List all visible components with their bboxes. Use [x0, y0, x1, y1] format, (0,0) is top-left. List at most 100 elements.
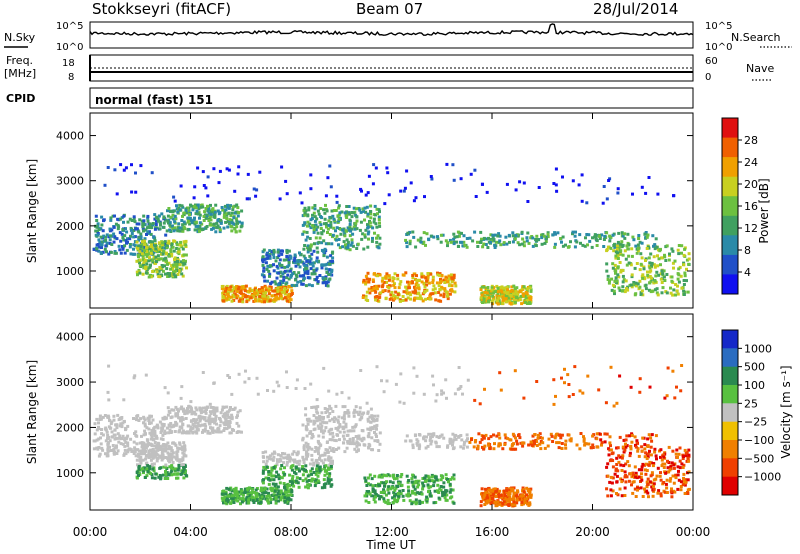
echo-cell — [669, 291, 673, 295]
echo-cell — [308, 431, 312, 435]
echo-cell — [203, 423, 207, 426]
echo-cell — [152, 462, 156, 466]
echo-cell — [383, 484, 386, 488]
echo-cell — [306, 419, 310, 423]
echo-cell — [614, 256, 618, 260]
echo-cell — [358, 410, 362, 414]
echo-cell — [107, 252, 111, 256]
echo-cell — [613, 263, 617, 267]
echo-cell — [122, 238, 126, 242]
echo-cell — [334, 404, 338, 408]
echo-cell — [488, 497, 492, 500]
echo-cell — [400, 483, 404, 487]
echo-cell — [320, 241, 324, 245]
echo-cell — [306, 246, 309, 250]
colorbar-tick-label: 20 — [744, 178, 758, 191]
echo-cell — [318, 236, 322, 240]
echo-cell — [304, 485, 308, 489]
echo-cell — [277, 495, 281, 499]
echo-cell — [444, 239, 448, 243]
echo-cell — [360, 439, 364, 443]
echo-cell — [245, 197, 249, 201]
echo-cell — [396, 296, 400, 300]
echo-cell — [395, 476, 399, 480]
echo-cell — [587, 442, 591, 446]
echo-cell — [680, 286, 684, 290]
cpid-strip-frame — [89, 87, 694, 109]
echo-cell — [154, 472, 158, 476]
echo-cell — [371, 487, 375, 491]
date-label: 28/Jul/2014 — [593, 0, 678, 18]
echo-cell — [228, 420, 232, 423]
echo-cell — [237, 211, 241, 214]
echo-cell — [95, 446, 99, 450]
echo-cell — [381, 481, 385, 485]
echo-cell — [150, 171, 154, 175]
echo-cell — [154, 223, 158, 226]
echo-cell — [148, 226, 152, 230]
echo-cell — [329, 466, 333, 470]
echo-cell — [169, 248, 173, 252]
echo-cell — [643, 443, 647, 447]
echo-cell — [161, 449, 164, 453]
echo-cell — [269, 501, 273, 505]
echo-cell — [170, 464, 174, 468]
echo-cell — [343, 211, 347, 215]
nsky-trace — [89, 23, 694, 36]
echo-cell — [620, 231, 624, 235]
echo-cell — [276, 485, 280, 489]
echo-cell — [259, 486, 263, 490]
echo-cell — [282, 258, 286, 262]
echo-cell — [139, 417, 142, 421]
echo-cell — [196, 166, 200, 170]
echo-cell — [232, 216, 236, 220]
echo-cell — [335, 226, 339, 230]
echo-cell — [452, 477, 456, 481]
echo-cell — [218, 211, 222, 215]
echo-cell — [298, 191, 302, 195]
echo-cell — [196, 428, 200, 432]
echo-cell — [490, 499, 494, 503]
echo-cell — [201, 170, 205, 174]
echo-cell — [128, 447, 132, 451]
echo-cell — [282, 492, 286, 496]
echo-cell — [227, 287, 231, 291]
echo-cell — [266, 279, 270, 283]
echo-cell — [405, 241, 409, 245]
echo-cell — [397, 482, 401, 485]
echo-cell — [514, 290, 518, 293]
echo-cell — [130, 450, 134, 453]
echo-cell — [451, 432, 455, 436]
echo-cell — [489, 240, 493, 244]
echo-cell — [300, 282, 304, 286]
echo-cell — [313, 207, 317, 211]
echo-cell — [204, 419, 208, 423]
echo-cell — [462, 240, 466, 244]
echo-cell — [179, 419, 183, 423]
echo-cell — [230, 494, 234, 498]
echo-cell — [159, 447, 163, 451]
echo-cell — [176, 476, 180, 480]
echo-cell — [285, 255, 289, 258]
echo-cell — [393, 282, 396, 286]
echo-cell — [296, 460, 300, 464]
echo-cell — [647, 288, 651, 292]
echo-cell — [213, 225, 217, 229]
echo-cell — [292, 259, 296, 263]
echo-cell — [147, 455, 151, 459]
echo-cell — [287, 261, 291, 264]
echo-cell — [113, 433, 117, 437]
echo-cell — [349, 243, 353, 247]
echo-cell — [279, 454, 283, 458]
echo-cell — [179, 407, 183, 411]
echo-cell — [292, 484, 296, 488]
echo-cell — [169, 422, 173, 425]
echo-cell — [118, 231, 122, 235]
echo-cell — [367, 287, 371, 291]
echo-cell — [325, 262, 329, 266]
echo-cell — [151, 463, 155, 467]
echo-cell — [218, 226, 222, 230]
echo-cell — [317, 212, 321, 216]
echo-cell — [181, 214, 184, 218]
echo-cell — [230, 417, 234, 421]
